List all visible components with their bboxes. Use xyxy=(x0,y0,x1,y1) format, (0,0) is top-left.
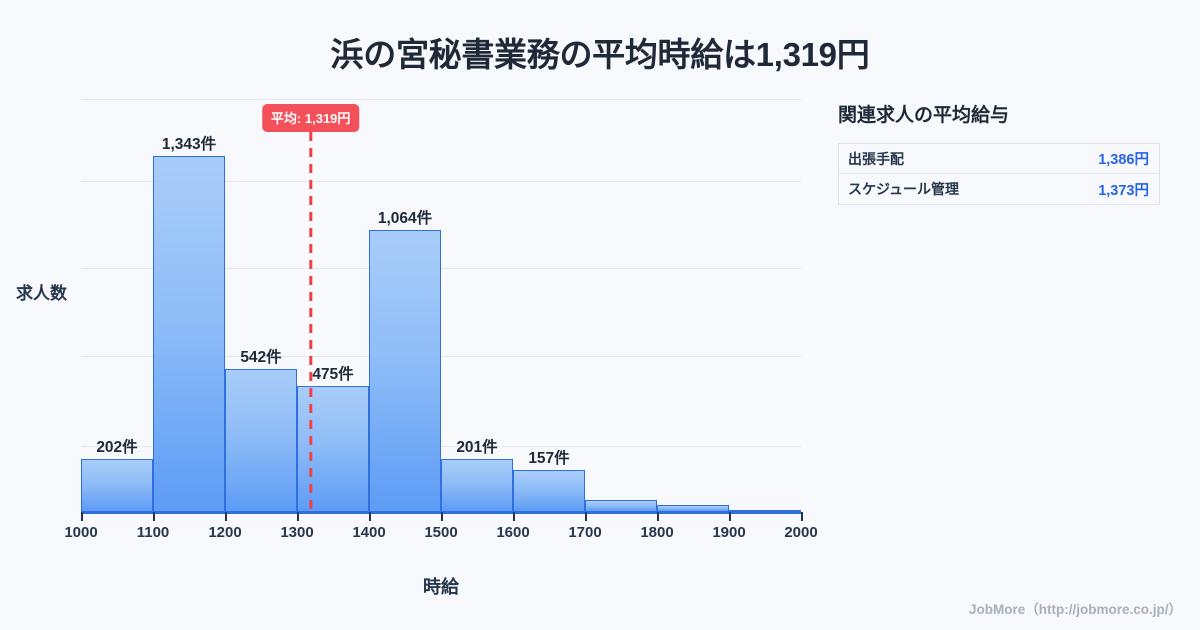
related-salary-panel: 関連求人の平均給与 出張手配 1,386円スケジュール管理 1,373円 xyxy=(838,100,1168,205)
x-axis-tick-label: 1200 xyxy=(208,524,242,541)
panel-title: 関連求人の平均給与 xyxy=(838,105,1010,126)
mean-badge: 平均: 1,319円 xyxy=(261,104,360,132)
panel-table: 出張手配 1,386円スケジュール管理 1,373円 xyxy=(838,143,1160,205)
histogram-bar xyxy=(369,230,441,512)
histogram-bar xyxy=(585,499,657,512)
x-axis-tick-label: 1100 xyxy=(136,524,170,541)
bar-value-label: 1,343件 xyxy=(161,136,217,154)
x-axis-tick-label: 1500 xyxy=(424,524,458,541)
x-axis-tick xyxy=(441,512,443,521)
gridline xyxy=(81,268,801,270)
x-axis-tick xyxy=(369,512,371,521)
bar-value-label: 202件 xyxy=(96,438,138,456)
bar-value-label: 475件 xyxy=(312,366,354,384)
x-axis-tick-label: 1000 xyxy=(64,524,98,541)
x-axis-tick xyxy=(81,512,83,521)
panel-row-name: スケジュール管理 xyxy=(848,181,960,197)
plot-area xyxy=(81,99,801,512)
bar-value-label: 201件 xyxy=(456,438,498,456)
x-axis-tick-label: 1400 xyxy=(352,524,386,541)
x-axis-tick-label: 1300 xyxy=(280,524,314,541)
x-axis-tick-label: 2000 xyxy=(784,524,818,541)
bar-value-label: 542件 xyxy=(240,348,282,366)
page-title: 浜の宮秘書業務の平均時給は1,319円 xyxy=(330,36,870,73)
panel-row[interactable]: 出張手配 1,386円 xyxy=(838,143,1160,174)
panel-row-name: 出張手配 xyxy=(848,150,904,167)
histogram-chart: 求人数 時給 平均: 1,319円 202件 1,343件 542件 475件 1,06… xyxy=(16,99,818,597)
x-axis-tick xyxy=(153,512,155,521)
x-axis-tick xyxy=(585,512,587,521)
histogram-bar xyxy=(441,458,513,512)
x-axis-tick xyxy=(801,512,803,521)
histogram-bar xyxy=(657,504,729,512)
x-axis-title: 時給 xyxy=(423,577,459,597)
histogram-bar xyxy=(81,458,153,512)
histogram-bar xyxy=(225,368,297,512)
panel-row-value: 1,373円 xyxy=(1098,182,1149,199)
x-axis-tick xyxy=(657,512,659,521)
mean-line xyxy=(308,116,313,512)
panel-row-value: 1,386円 xyxy=(1098,152,1149,168)
gridline xyxy=(81,445,801,447)
bar-value-label: 157件 xyxy=(528,450,570,468)
panel-row[interactable]: スケジュール管理 1,373円 xyxy=(838,174,1160,205)
histogram-bar xyxy=(729,509,801,512)
histogram-bar xyxy=(513,470,585,512)
histogram-bar xyxy=(153,156,225,512)
bar-value-label: 1,064件 xyxy=(377,210,433,228)
x-axis-tick-label: 1900 xyxy=(712,524,746,541)
x-axis-tick xyxy=(297,512,299,521)
x-axis-tick-label: 1800 xyxy=(640,524,674,541)
footer-attribution: JobMore（http://jobmore.co.jp/） xyxy=(969,602,1182,617)
x-axis-tick xyxy=(729,512,731,521)
x-axis-tick-label: 1700 xyxy=(568,524,602,541)
gridline xyxy=(81,355,801,357)
x-axis-tick-label: 1600 xyxy=(496,524,530,541)
y-axis-title: 求人数 xyxy=(16,284,67,303)
gridline xyxy=(81,99,801,100)
x-axis-tick xyxy=(513,512,515,521)
histogram-bar xyxy=(297,386,369,512)
gridline xyxy=(81,181,801,183)
x-axis-tick xyxy=(225,512,227,521)
